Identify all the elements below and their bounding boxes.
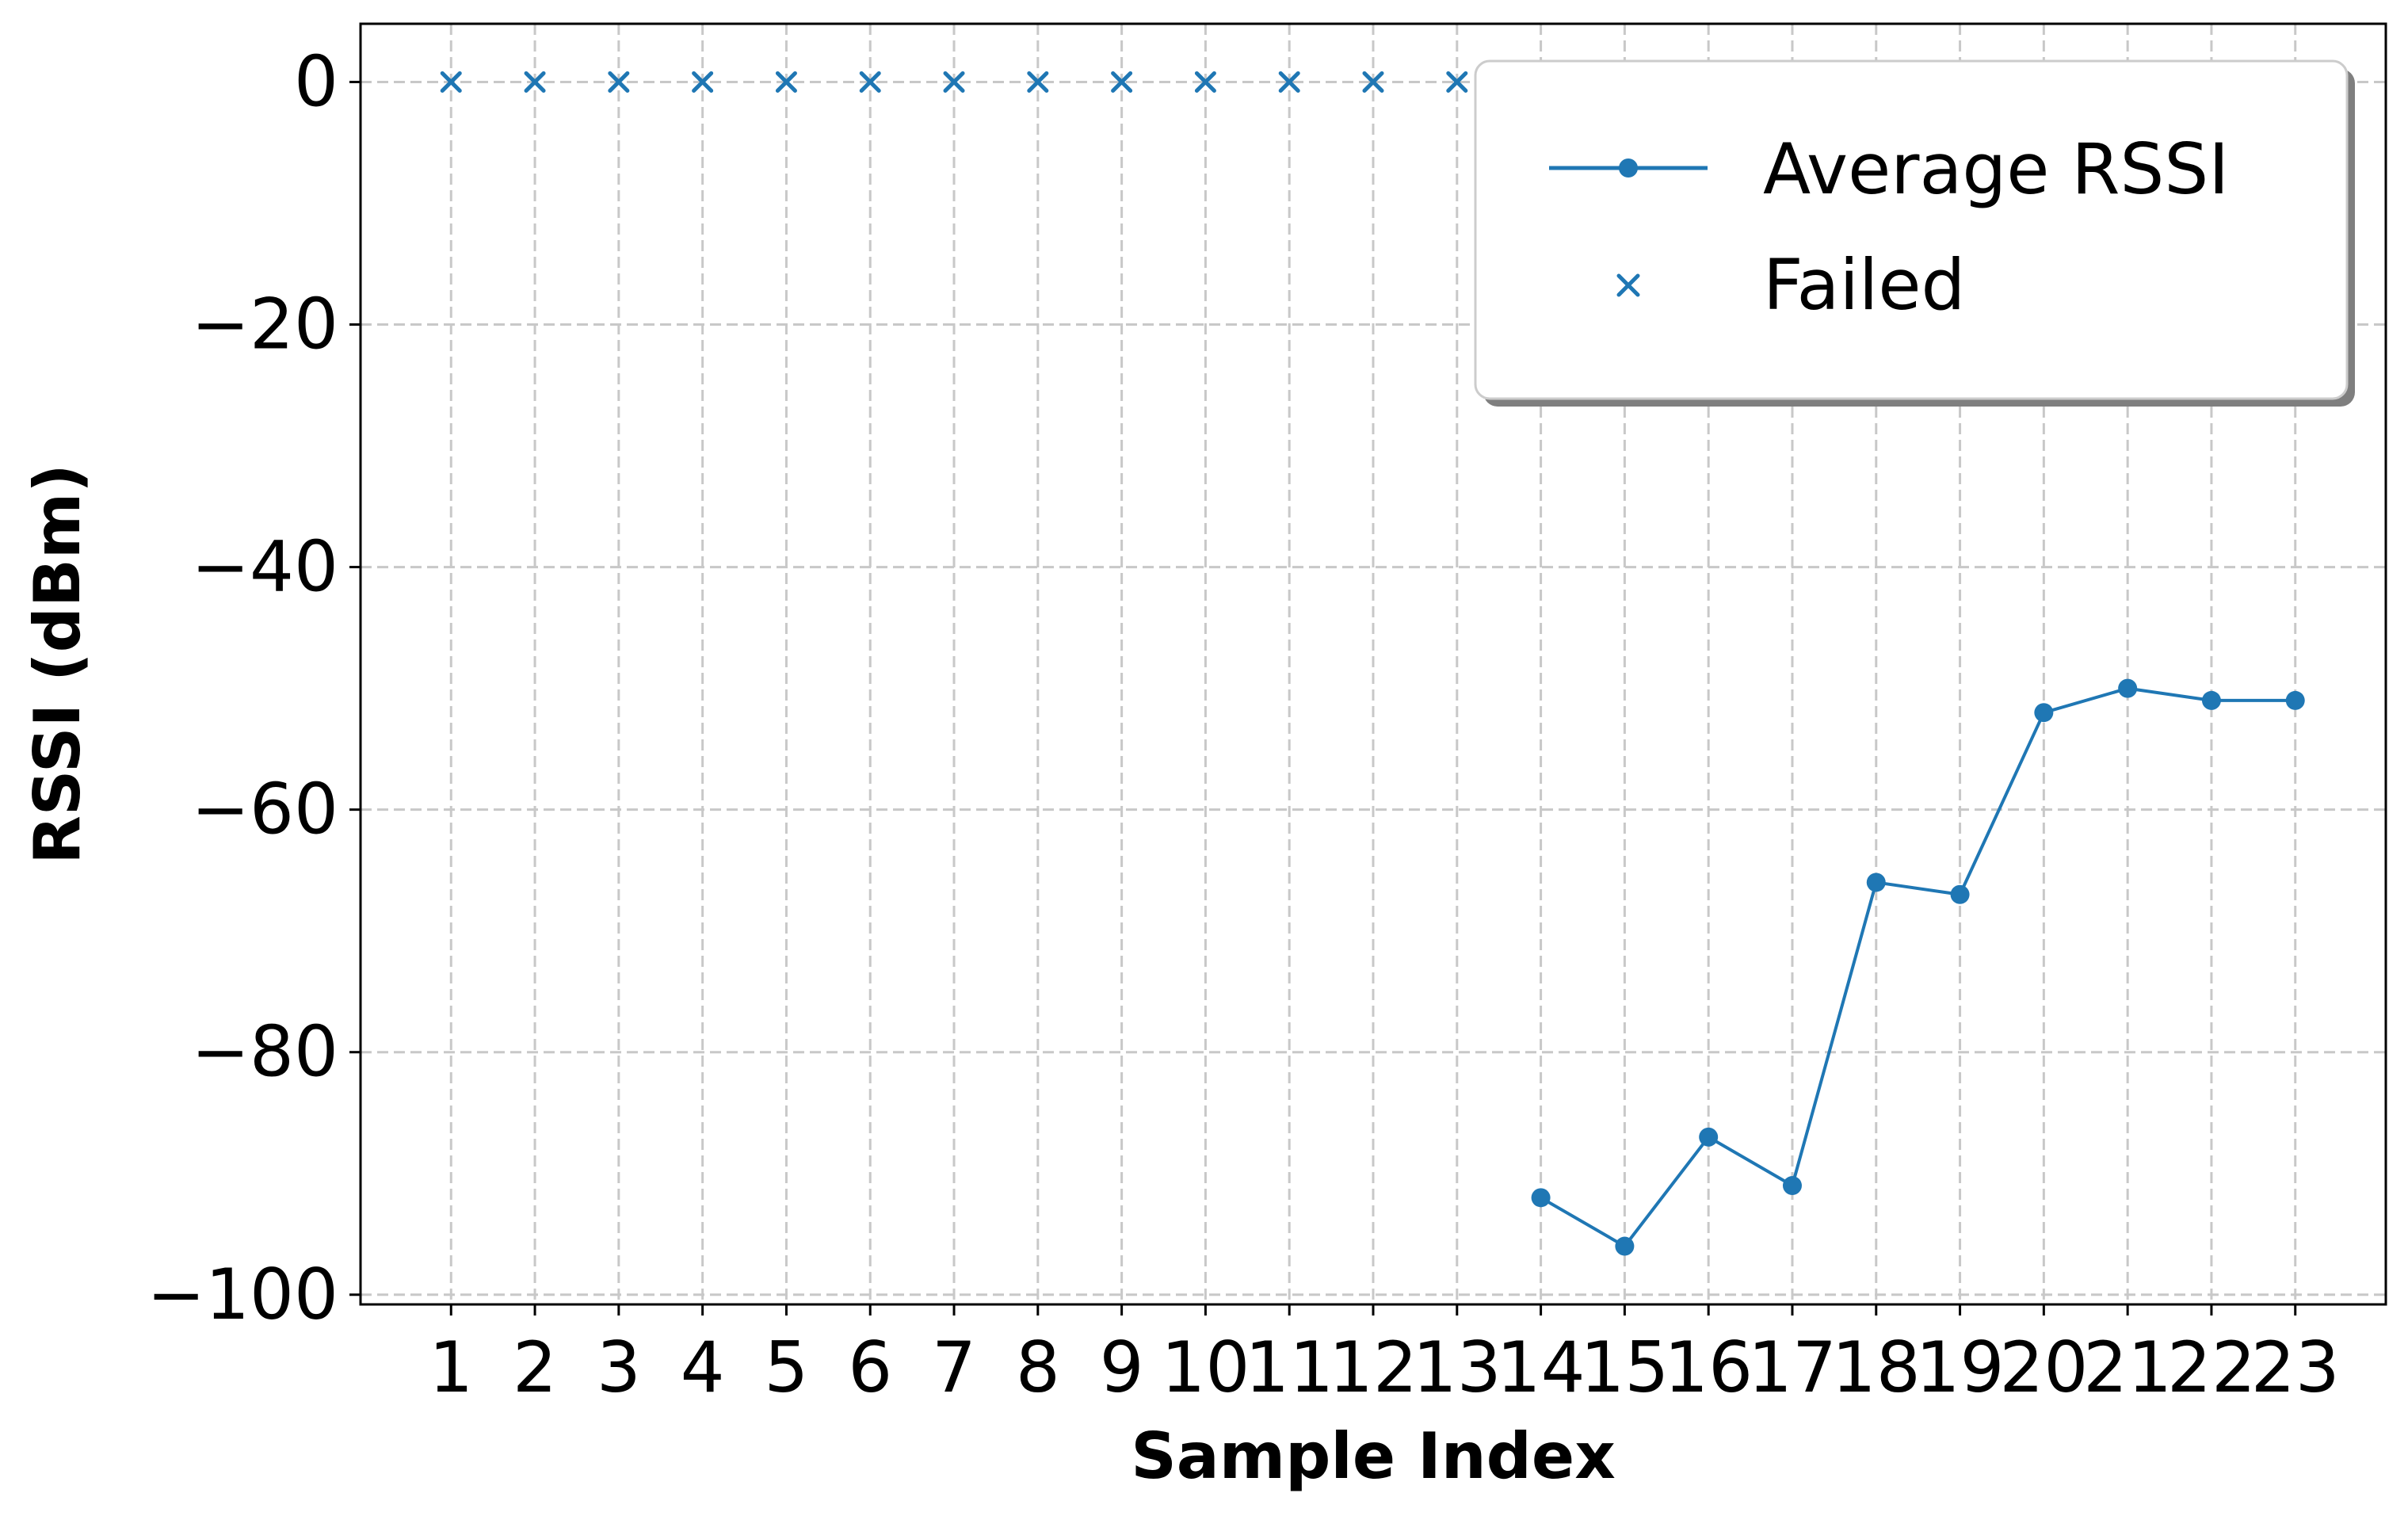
legend-box <box>1474 59 2349 400</box>
failed-point <box>692 71 714 93</box>
legend-label-failed: Failed <box>1763 244 1965 326</box>
x-tick-label: 13 <box>1413 1327 1502 1408</box>
x-tick-label: 2 <box>513 1327 557 1408</box>
y-tick-label: −80 <box>191 1011 338 1093</box>
failed-point <box>524 71 546 93</box>
failed-point <box>1362 71 1384 93</box>
failed-point <box>1111 71 1133 93</box>
average-rssi-point <box>2201 690 2221 710</box>
x-tick-label: 3 <box>597 1327 641 1408</box>
x-tick-label: 8 <box>1016 1327 1060 1408</box>
x-tick-label: 7 <box>932 1327 976 1408</box>
average-rssi-point <box>1782 1176 1802 1196</box>
average-rssi-point <box>1950 884 1970 904</box>
x-tick-label: 10 <box>1161 1327 1250 1408</box>
y-tick-label: −60 <box>191 769 338 850</box>
legend-circle-marker <box>1619 158 1638 178</box>
failed-point <box>943 71 965 93</box>
x-tick-label: 15 <box>1580 1327 1669 1408</box>
average-rssi-point <box>1866 873 1886 892</box>
x-tick-label: 18 <box>1832 1327 1921 1408</box>
legend-label-average-rssi: Average RSSI <box>1763 128 2229 210</box>
average-rssi-line <box>1540 686 2295 1248</box>
average-rssi-point <box>1699 1127 1719 1147</box>
series <box>440 71 2305 1256</box>
x-tick-label: 17 <box>1748 1327 1837 1408</box>
legend-x-marker <box>1616 273 1640 297</box>
x-tick-label: 6 <box>848 1327 892 1408</box>
y-axis-title: RSSI (dBm) <box>21 464 94 865</box>
y-tick-label: −40 <box>191 526 338 608</box>
average-rssi-point <box>2118 678 2138 698</box>
failed-point <box>1446 71 1468 93</box>
failed-point <box>440 71 462 93</box>
x-tick-label: 19 <box>1916 1327 2005 1408</box>
failed-point <box>1278 71 1300 93</box>
x-tick-label: 11 <box>1245 1327 1334 1408</box>
y-tick-label: 0 <box>294 40 338 122</box>
x-tick-label: 1 <box>429 1327 473 1408</box>
failed-point <box>1194 71 1216 93</box>
legend: Average RSSI Failed <box>1474 59 2355 407</box>
average-rssi-point <box>1531 1188 1551 1208</box>
x-tick-label: 9 <box>1100 1327 1144 1408</box>
failed-point <box>775 71 797 93</box>
average-rssi-point <box>2034 703 2054 723</box>
failed-point <box>859 71 881 93</box>
x-tick-label: 20 <box>1999 1327 2088 1408</box>
x-tick-label: 16 <box>1664 1327 1753 1408</box>
grid <box>361 24 2386 1304</box>
average-rssi-point <box>2285 690 2305 710</box>
x-tick-label: 22 <box>2167 1327 2256 1408</box>
y-tick-label: −20 <box>191 284 338 365</box>
x-tick-label: 4 <box>681 1327 725 1408</box>
y-tick-label: −100 <box>147 1254 338 1335</box>
x-tick-label: 5 <box>764 1327 808 1408</box>
x-tick-label: 21 <box>2083 1327 2172 1408</box>
x-tick-label: 12 <box>1329 1327 1418 1408</box>
x-tick-label: 14 <box>1497 1327 1586 1408</box>
failed-point <box>608 71 630 93</box>
average-rssi-point <box>1615 1236 1635 1256</box>
plot-frame <box>359 22 2387 1306</box>
failed-point <box>1027 71 1049 93</box>
y-axis-ticks: 0 −20 −40 −60 −80 −100 <box>147 40 361 1335</box>
x-axis-title: Sample Index <box>1131 1419 1616 1493</box>
x-tick-label: 23 <box>2251 1327 2340 1408</box>
